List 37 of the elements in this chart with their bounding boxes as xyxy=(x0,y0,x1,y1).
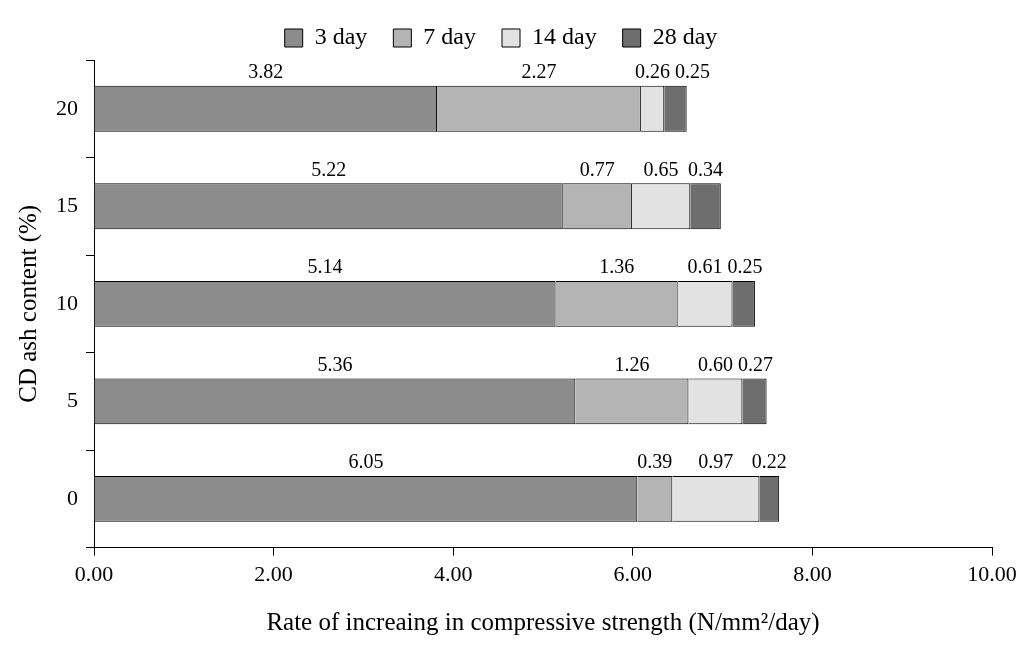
x-tick-label: 4.00 xyxy=(433,560,473,586)
y-tick-label: 5 xyxy=(67,387,78,413)
y-tick-label: 0 xyxy=(67,484,78,510)
data-label: 0.26 xyxy=(635,60,671,83)
data-label: 5.14 xyxy=(307,255,343,278)
x-axis-title: Rate of increaing in compressive strength (N/mm²/day) xyxy=(266,607,820,636)
data-label: 5.36 xyxy=(317,352,353,375)
data-label: 0.60 xyxy=(697,352,733,375)
data-label: 5.22 xyxy=(311,157,347,180)
y-tick-label: 15 xyxy=(56,192,78,218)
x-tick-label: 6.00 xyxy=(613,560,653,586)
data-label: 3.82 xyxy=(248,60,284,83)
legend-label: 28 day xyxy=(652,23,718,50)
data-label: 0.25 xyxy=(727,255,763,278)
data-label: 0.77 xyxy=(579,157,615,180)
legend-label: 14 day xyxy=(532,23,597,50)
data-label: 0.39 xyxy=(637,450,673,473)
data-label: 0.27 xyxy=(737,352,773,375)
data-label: 0.61 xyxy=(687,255,723,278)
data-label: 0.25 xyxy=(675,60,711,83)
x-tick-label: 8.00 xyxy=(793,560,832,586)
data-label: 6.05 xyxy=(348,450,384,473)
legend-label: 3 day xyxy=(314,23,368,50)
x-tick-label: 2.00 xyxy=(254,560,293,586)
data-label: 1.36 xyxy=(599,255,635,278)
y-axis-title: CD ash content (%) xyxy=(13,204,42,403)
data-label: 0.97 xyxy=(698,450,734,473)
x-tick-label: 0.00 xyxy=(74,560,114,586)
x-tick-label: 10.00 xyxy=(967,560,1017,586)
data-label: 0.22 xyxy=(751,450,787,473)
data-label: 0.65 xyxy=(643,157,679,180)
y-tick-label: 20 xyxy=(56,94,78,120)
legend-label: 7 day xyxy=(423,23,476,50)
y-tick-label: 10 xyxy=(56,289,78,315)
data-label: 0.34 xyxy=(688,157,724,180)
data-label: 2.27 xyxy=(521,60,557,83)
data-label: 1.26 xyxy=(614,352,650,375)
